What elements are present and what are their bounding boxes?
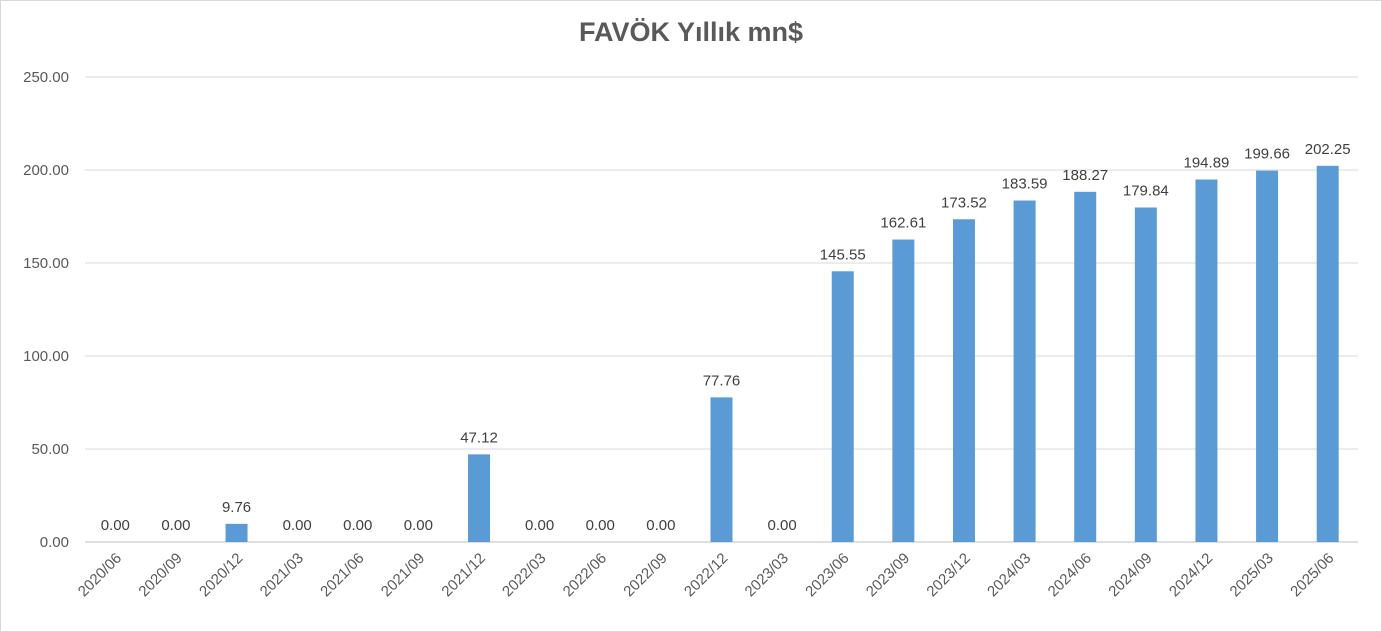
bar <box>1256 170 1279 543</box>
x-tick-label: 2022/09 <box>620 550 670 600</box>
bar <box>1316 165 1339 542</box>
x-tick-label: 2023/03 <box>742 550 792 600</box>
x-tick-label: 2021/09 <box>378 550 428 600</box>
bar <box>710 397 733 542</box>
x-tick-label: 2020/12 <box>196 550 246 600</box>
data-label: 0.00 <box>768 517 797 534</box>
data-label: 0.00 <box>101 517 130 534</box>
bar <box>1074 191 1097 542</box>
bar <box>1134 207 1157 542</box>
data-label: 199.66 <box>1244 146 1290 163</box>
x-tick-label: 2024/12 <box>1166 550 1216 600</box>
x-tick-label: 2023/06 <box>802 550 852 600</box>
data-label: 0.00 <box>343 517 372 534</box>
y-tick-label: 0.00 <box>40 534 69 551</box>
data-label: 173.52 <box>941 194 987 211</box>
bar <box>892 239 915 542</box>
data-label: 77.76 <box>703 372 741 389</box>
x-tick-label: 2025/03 <box>1227 550 1277 600</box>
bar <box>1013 200 1036 543</box>
bar <box>225 523 248 542</box>
y-tick-label: 200.00 <box>23 162 69 179</box>
data-label: 0.00 <box>404 517 433 534</box>
x-tick-label: 2024/06 <box>1045 550 1095 600</box>
x-tick-label: 2025/06 <box>1287 550 1337 600</box>
data-label: 188.27 <box>1062 167 1108 184</box>
y-tick-label: 100.00 <box>23 348 69 365</box>
data-label: 145.55 <box>820 246 866 263</box>
bar <box>952 219 975 542</box>
data-label: 9.76 <box>222 499 251 516</box>
data-label: 179.84 <box>1123 182 1169 199</box>
x-tick-label: 2020/06 <box>75 550 125 600</box>
x-tick-label: 2021/06 <box>317 550 367 600</box>
data-label: 0.00 <box>161 517 190 534</box>
x-tick-label: 2020/09 <box>135 550 185 600</box>
chart-title: FAVÖK Yıllık mn$ <box>578 17 804 47</box>
bar <box>831 271 854 542</box>
x-tick-label: 2021/12 <box>438 550 488 600</box>
x-tick-label: 2022/03 <box>499 550 549 600</box>
x-tick-label: 2023/09 <box>863 550 913 600</box>
data-label: 0.00 <box>586 517 615 534</box>
y-tick-label: 150.00 <box>23 255 69 272</box>
data-label: 47.12 <box>460 429 498 446</box>
data-label: 0.00 <box>283 517 312 534</box>
data-label: 183.59 <box>1002 176 1048 193</box>
x-tick-label: 2021/03 <box>257 550 307 600</box>
x-tick-label: 2023/12 <box>923 550 973 600</box>
data-label: 162.61 <box>880 215 926 232</box>
x-tick-label: 2024/09 <box>1105 550 1155 600</box>
data-label: 194.89 <box>1184 155 1230 172</box>
y-tick-label: 250.00 <box>23 69 69 86</box>
data-label: 0.00 <box>525 517 554 534</box>
y-tick-label: 50.00 <box>31 441 69 458</box>
data-label: 0.00 <box>646 517 675 534</box>
x-tick-label: 2022/06 <box>560 550 610 600</box>
bar <box>1195 179 1218 543</box>
bar <box>468 454 491 542</box>
x-tick-label: 2022/12 <box>681 550 731 600</box>
data-label: 202.25 <box>1305 141 1351 158</box>
x-tick-label: 2024/03 <box>984 550 1034 600</box>
